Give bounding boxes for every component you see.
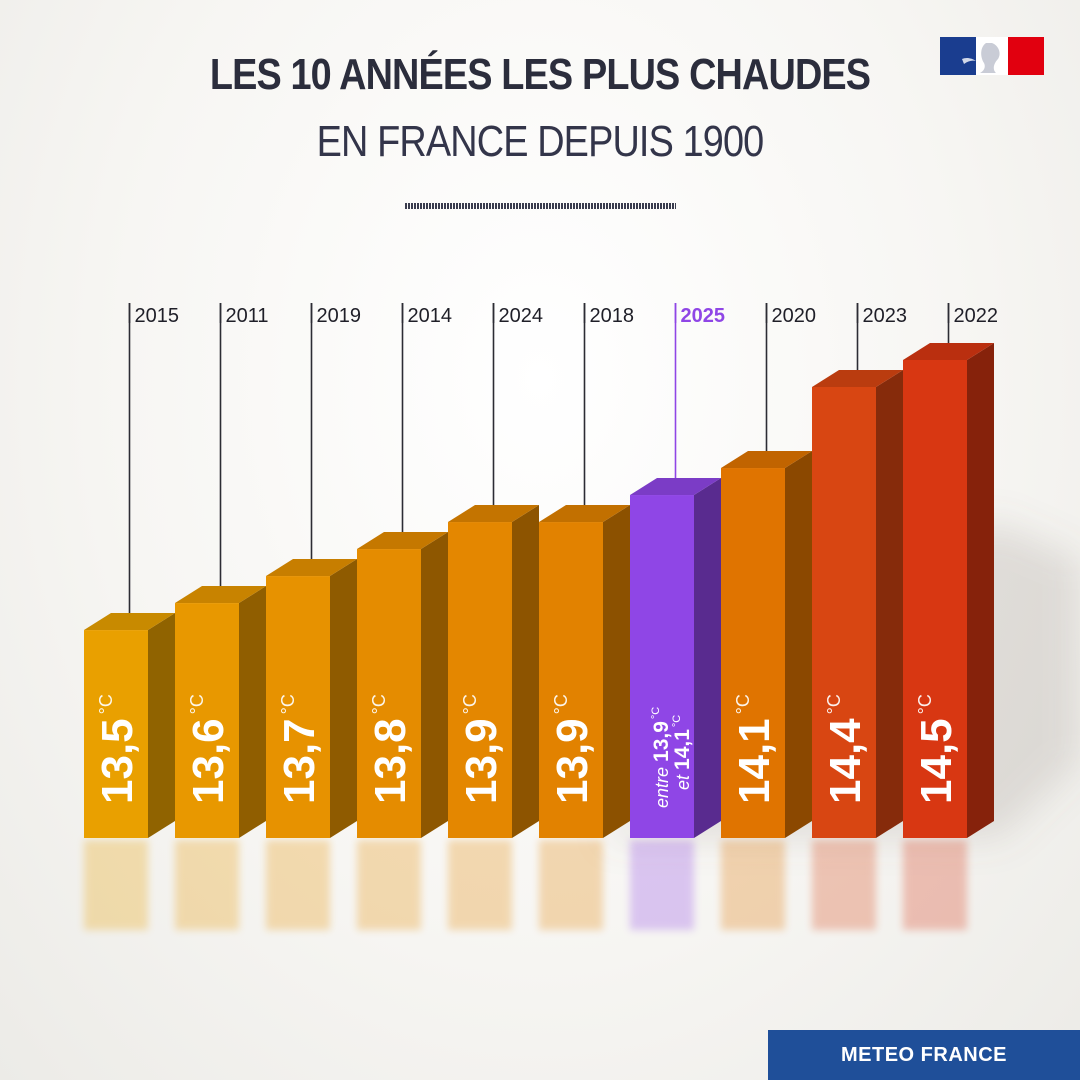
bar-front-2023 — [812, 387, 876, 838]
bar-side-2019 — [330, 559, 357, 838]
bar-front-2011 — [175, 603, 239, 838]
bar-front-2018 — [539, 522, 603, 838]
bar-front-2020 — [721, 468, 785, 838]
year-label-2019: 2019 — [317, 305, 362, 327]
bar-2015 — [84, 613, 175, 838]
bar-reflection-2024 — [448, 840, 512, 930]
bar-reflection-2022 — [903, 840, 967, 930]
bar-side-2014 — [421, 532, 448, 838]
year-label-2023: 2023 — [863, 305, 908, 327]
bar-side-2022 — [967, 343, 994, 838]
year-label-2022: 2022 — [954, 305, 999, 327]
bar-2014 — [357, 532, 448, 838]
bar-side-2024 — [512, 505, 539, 838]
bar-side-2015 — [148, 613, 175, 838]
bar-front-2022 — [903, 360, 967, 838]
bar-2024 — [448, 505, 539, 838]
bar-reflection-2019 — [266, 840, 330, 930]
bar-top-2018 — [539, 505, 630, 523]
bar-reflection-2018 — [539, 840, 603, 930]
year-label-2025: 2025 — [681, 305, 726, 327]
bar-reflection-2023 — [812, 840, 876, 930]
value-label-2022: 14,5°C — [912, 694, 961, 804]
bar-top-2019 — [266, 559, 357, 577]
marianne-flag-icon — [940, 37, 1044, 75]
bar-side-2018 — [603, 505, 630, 838]
bar-reflection-2014 — [357, 840, 421, 930]
bar-side-2011 — [239, 586, 266, 838]
bar-top-2024 — [448, 505, 539, 523]
bar-2011 — [175, 586, 266, 838]
bar-front-2025 — [630, 495, 694, 838]
value-label-2023: 14,4°C — [821, 694, 870, 804]
value-label-high-2025: et 14,1°C — [671, 715, 694, 790]
year-label-2014: 2014 — [408, 305, 453, 327]
meteo-france-badge: METEO FRANCE — [768, 1030, 1080, 1080]
year-label-2020: 2020 — [772, 305, 817, 327]
bar-side-2023 — [876, 370, 903, 838]
bar-front-2024 — [448, 522, 512, 838]
year-label-2018: 2018 — [590, 305, 635, 327]
bar-2025 — [630, 478, 721, 838]
bar-top-2023 — [812, 370, 903, 388]
bar-reflection-2011 — [175, 840, 239, 930]
bar-2023 — [812, 370, 903, 838]
value-label-2019: 13,7°C — [275, 694, 324, 804]
bar-reflection-2015 — [84, 840, 148, 930]
bar-top-2025 — [630, 478, 721, 496]
bar-front-2014 — [357, 549, 421, 838]
bar-reflection-2025 — [630, 840, 694, 930]
bar-2022 — [903, 343, 994, 838]
year-label-2024: 2024 — [499, 305, 544, 327]
bar-front-2015 — [84, 630, 148, 838]
bar-2019 — [266, 559, 357, 838]
page-title: LES 10 ANNÉES LES PLUS CHAUDES — [209, 50, 871, 99]
bar-side-2025 — [694, 478, 721, 838]
year-label-2015: 2015 — [135, 305, 180, 327]
year-label-2011: 2011 — [226, 305, 269, 327]
bar-top-2011 — [175, 586, 266, 604]
bar-2020 — [721, 451, 812, 838]
value-label-2014: 13,8°C — [366, 694, 415, 804]
bar-top-2015 — [84, 613, 175, 631]
page-subtitle: EN FRANCE DEPUIS 1900 — [316, 117, 765, 166]
bar-top-2014 — [357, 532, 448, 550]
bar-side-2020 — [785, 451, 812, 838]
bar-top-2022 — [903, 343, 994, 360]
title-divider — [405, 203, 676, 209]
value-label-2020: 14,1°C — [730, 694, 779, 804]
value-label-2015: 13,5°C — [93, 694, 142, 804]
value-label-2011: 13,6°C — [184, 694, 233, 804]
value-label-2018: 13,9°C — [548, 694, 597, 804]
bar-reflection-2020 — [721, 840, 785, 930]
bar-top-2020 — [721, 451, 812, 469]
bar-front-2019 — [266, 576, 330, 838]
value-label-2025: entre 13,9°C — [650, 707, 673, 808]
bar-2018 — [539, 505, 630, 838]
value-label-2024: 13,9°C — [457, 694, 506, 804]
